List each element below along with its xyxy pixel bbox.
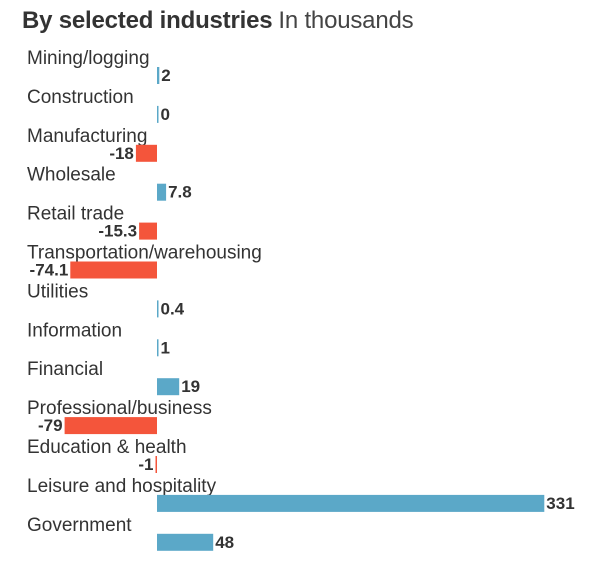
bar-manufacturing	[135, 144, 157, 162]
category-label-information: Information	[27, 320, 122, 341]
bar-wholesale	[157, 183, 167, 201]
bar-construction	[157, 105, 159, 123]
bar-leisure-and-hospitality	[157, 494, 545, 512]
bar-professional-business	[64, 417, 157, 435]
category-label-construction: Construction	[27, 87, 134, 108]
value-label-utilities: 0.4	[161, 299, 185, 318]
bar-education-and-health	[155, 456, 157, 473]
category-label-transportation-warehousing: Transportation/warehousing	[27, 243, 262, 264]
bar-transportation-warehousing	[70, 261, 157, 279]
value-label-government: 48	[215, 533, 234, 552]
value-label-manufacturing: -18	[109, 144, 134, 163]
value-label-education-and-health: -1	[138, 455, 153, 474]
value-label-leisure-and-hospitality: 331	[546, 494, 574, 513]
category-label-wholesale: Wholesale	[27, 165, 116, 186]
category-label-retail-trade: Retail trade	[27, 204, 124, 225]
value-label-financial: 19	[181, 377, 200, 396]
chart-header: By selected industries In thousands	[22, 6, 414, 36]
bar-retail-trade	[139, 222, 157, 240]
chart-subtitle: In thousands	[278, 7, 414, 34]
category-label-manufacturing: Manufacturing	[27, 126, 147, 147]
bar-utilities	[157, 300, 159, 318]
value-label-retail-trade: -15.3	[98, 222, 137, 241]
value-label-professional-business: -79	[38, 416, 63, 435]
value-label-mining-logging: 2	[161, 66, 170, 85]
bar-mining-logging	[157, 67, 160, 84]
category-label-mining-logging: Mining/logging	[27, 48, 150, 69]
category-label-utilities: Utilities	[27, 281, 88, 302]
category-label-professional-business: Professional/business	[27, 398, 212, 419]
category-label-financial: Financial	[27, 359, 103, 380]
chart-title: By selected industries	[22, 7, 273, 34]
value-label-wholesale: 7.8	[168, 183, 192, 202]
category-label-government: Government	[27, 515, 132, 536]
bar-government	[157, 533, 214, 551]
bar-information	[157, 339, 159, 357]
bar-financial	[157, 378, 180, 396]
value-label-construction: 0	[161, 105, 170, 124]
category-label-education-and-health: Education & health	[27, 437, 187, 458]
category-label-leisure-and-hospitality: Leisure and hospitality	[27, 476, 217, 497]
value-label-transportation-warehousing: -74.1	[30, 261, 69, 280]
value-label-information: 1	[161, 338, 170, 357]
